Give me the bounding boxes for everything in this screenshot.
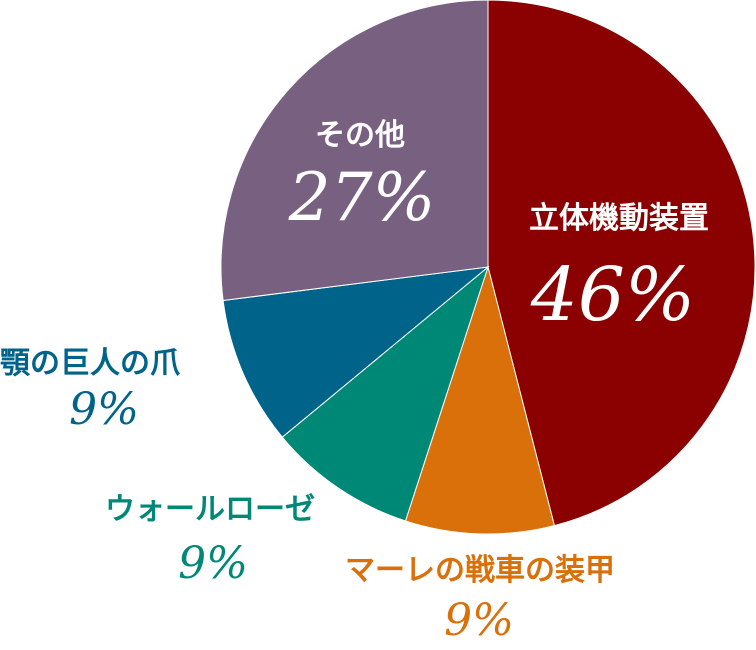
slice-label-0: 立体機動装置 [529, 201, 709, 236]
pie-slice-3 [222, 266, 490, 438]
slice-value-1: 9% [444, 595, 514, 646]
pie-slices [220, 0, 756, 535]
slice-label-3: 顎の巨人の爪 [0, 346, 181, 381]
slice-label-2: ウォールローゼ [105, 492, 315, 527]
pie-slice-1 [404, 265, 556, 535]
slice-value-3: 9% [69, 384, 139, 435]
pie-slice-0 [487, 0, 756, 527]
slice-value-2: 9% [178, 538, 248, 589]
pie-slice-2 [281, 265, 490, 522]
slice-label-4: その他 [315, 118, 405, 153]
pie-slice-4 [220, 0, 489, 302]
slice-value-4: 27% [288, 159, 436, 236]
slice-value-0: 46% [530, 252, 695, 338]
slice-label-1: マーレの戦車の装甲 [345, 553, 615, 588]
